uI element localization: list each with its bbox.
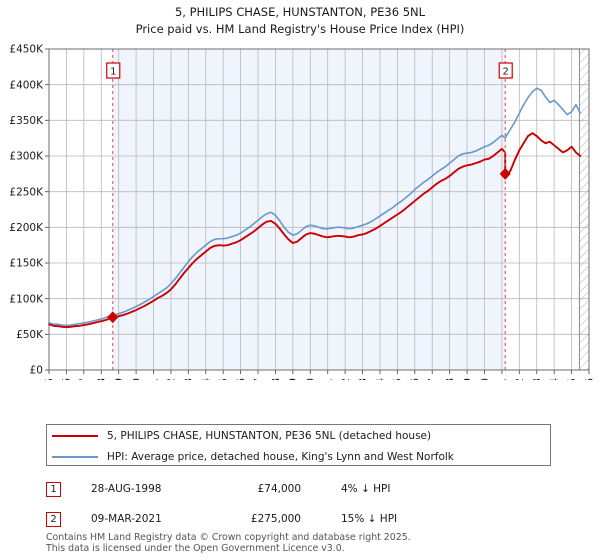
y-axis-labels: £0 £50K £100K £150K £200K £250K £300K £350K £400… bbox=[9, 44, 49, 377]
chart-legend: 5, PHILIPS CHASE, HUNSTANTON, PE36 5NL (… bbox=[46, 424, 551, 466]
svg-text:£150K: £150K bbox=[9, 258, 44, 270]
chart-titles: 5, PHILIPS CHASE, HUNSTANTON, PE36 5NL P… bbox=[0, 0, 600, 38]
sale-date-1: 28-AUG-1998 bbox=[91, 483, 162, 495]
svg-text:£400K: £400K bbox=[9, 79, 44, 91]
svg-text:2012: 2012 bbox=[340, 378, 352, 380]
svg-text:1998: 1998 bbox=[96, 378, 108, 380]
svg-text:1996: 1996 bbox=[61, 378, 73, 380]
page-title: 5, PHILIPS CHASE, HUNSTANTON, PE36 5NL bbox=[174, 5, 426, 19]
svg-text:2021: 2021 bbox=[497, 378, 509, 380]
legend-item-hpi: HPI: Average price, detached house, King… bbox=[47, 446, 550, 467]
svg-text:2002: 2002 bbox=[166, 378, 178, 380]
svg-text:2020: 2020 bbox=[479, 378, 491, 380]
sale-hpi-delta-1: 4% ↓ HPI bbox=[341, 483, 391, 495]
svg-text:£200K: £200K bbox=[9, 222, 44, 234]
svg-text:2007: 2007 bbox=[253, 378, 265, 380]
svg-text:2015: 2015 bbox=[392, 378, 404, 380]
svg-text:£250K: £250K bbox=[9, 186, 44, 198]
attribution-line-2: This data is licensed under the Open Gov… bbox=[46, 543, 345, 554]
svg-text:1997: 1997 bbox=[79, 378, 91, 380]
svg-text:2026: 2026 bbox=[584, 378, 596, 380]
legend-swatch-price-paid bbox=[52, 434, 98, 437]
sale-index-badge-1: 1 bbox=[46, 481, 61, 497]
sale-index-badge-2: 2 bbox=[46, 511, 61, 527]
svg-text:2018: 2018 bbox=[444, 378, 456, 380]
svg-text:£50K: £50K bbox=[16, 329, 44, 341]
legend-item-price-paid: 5, PHILIPS CHASE, HUNSTANTON, PE36 5NL (… bbox=[47, 425, 550, 446]
sale-event-points bbox=[107, 167, 511, 324]
svg-text:2010: 2010 bbox=[305, 378, 317, 380]
x-axis-labels: 1995 1996 1997 1998 1999 2000 2001 2002 2003 2004… bbox=[44, 370, 596, 380]
svg-text:2014: 2014 bbox=[375, 378, 387, 380]
chart-frame bbox=[48, 48, 590, 371]
svg-text:£350K: £350K bbox=[9, 115, 44, 127]
legend-swatch-hpi bbox=[52, 455, 98, 458]
sale-price-1: £74,000 bbox=[257, 483, 301, 495]
svg-text:2023: 2023 bbox=[532, 378, 544, 380]
svg-text:2016: 2016 bbox=[410, 378, 422, 380]
attribution-line-1: Contains HM Land Registry data © Crown c… bbox=[46, 532, 411, 543]
svg-text:2011: 2011 bbox=[323, 378, 335, 380]
svg-text:£100K: £100K bbox=[9, 293, 44, 305]
chart-area: £0 £50K £100K £150K £200K £250K £300K £350K £400… bbox=[0, 40, 600, 380]
sales-table: 1 28-AUG-1998 £74,000 4% ↓ HPI 2 09-MAR-… bbox=[46, 474, 551, 534]
svg-text:1999: 1999 bbox=[113, 378, 125, 380]
attribution-footer: Contains HM Land Registry data © Crown c… bbox=[46, 532, 411, 554]
price-history-chart: £0 £50K £100K £150K £200K £250K £300K £350K £400… bbox=[9, 44, 596, 380]
svg-text:£300K: £300K bbox=[9, 151, 44, 163]
svg-text:2005: 2005 bbox=[218, 378, 230, 380]
svg-text:£450K: £450K bbox=[9, 44, 44, 56]
chart-gridlines bbox=[48, 48, 590, 371]
svg-text:2003: 2003 bbox=[183, 378, 195, 380]
svg-text:2025: 2025 bbox=[566, 378, 578, 380]
svg-text:£0: £0 bbox=[30, 365, 43, 377]
svg-text:2004: 2004 bbox=[201, 378, 213, 380]
svg-text:2006: 2006 bbox=[235, 378, 247, 380]
svg-text:2001: 2001 bbox=[148, 378, 160, 380]
legend-label-hpi: HPI: Average price, detached house, King… bbox=[107, 450, 454, 463]
chart-series-lines bbox=[48, 87, 582, 329]
svg-text:2000: 2000 bbox=[131, 378, 143, 380]
svg-text:1995: 1995 bbox=[44, 378, 56, 380]
svg-text:2: 2 bbox=[503, 67, 509, 78]
table-row[interactable]: 1 28-AUG-1998 £74,000 4% ↓ HPI bbox=[46, 474, 551, 504]
svg-text:1: 1 bbox=[110, 67, 116, 78]
svg-text:2017: 2017 bbox=[427, 378, 439, 380]
sale-date-2: 09-MAR-2021 bbox=[91, 513, 162, 525]
svg-text:2022: 2022 bbox=[514, 378, 526, 380]
sale-price-2: £275,000 bbox=[250, 513, 301, 525]
sale-period-shading bbox=[112, 49, 506, 370]
svg-text:2019: 2019 bbox=[462, 378, 474, 380]
table-row[interactable]: 2 09-MAR-2021 £275,000 15% ↓ HPI bbox=[46, 504, 551, 534]
svg-text:2008: 2008 bbox=[270, 378, 282, 380]
page-subtitle: Price paid vs. HM Land Registry's House … bbox=[135, 22, 465, 36]
sale-hpi-delta-2: 15% ↓ HPI bbox=[341, 513, 398, 525]
svg-text:2013: 2013 bbox=[357, 378, 369, 380]
svg-text:2009: 2009 bbox=[288, 378, 300, 380]
svg-text:2024: 2024 bbox=[549, 378, 561, 380]
legend-label-price-paid: 5, PHILIPS CHASE, HUNSTANTON, PE36 5NL (… bbox=[107, 429, 432, 442]
provisional-data-hatch bbox=[578, 49, 589, 370]
